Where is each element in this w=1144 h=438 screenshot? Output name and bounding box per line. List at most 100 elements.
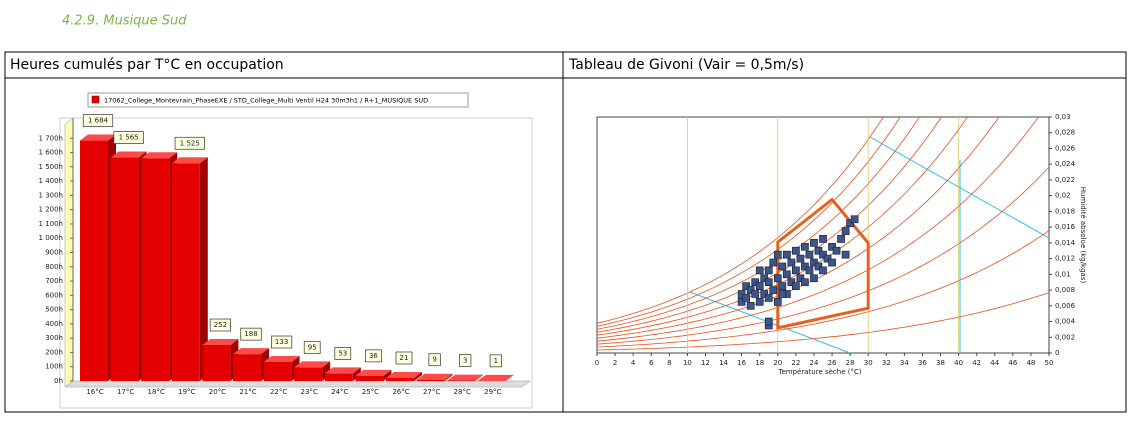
scatter-point bbox=[833, 247, 840, 254]
scatter-point bbox=[820, 235, 827, 242]
y-tick-label: 0,01 bbox=[1055, 270, 1071, 278]
bar bbox=[386, 378, 414, 381]
y-tick-label: 700h bbox=[45, 277, 63, 285]
y-tick-label: 300h bbox=[45, 334, 63, 342]
x-tick-label: 44 bbox=[990, 359, 999, 367]
x-tick-label: 16 bbox=[737, 359, 746, 367]
scatter-point bbox=[792, 283, 799, 290]
scatter-point bbox=[765, 279, 772, 286]
y-tick-label: 0,028 bbox=[1055, 129, 1075, 137]
x-tick-label: 27°C bbox=[423, 388, 440, 396]
y-axis-label: Humidité absolue (kg/kgas) bbox=[1079, 187, 1087, 284]
y-tick-label: 0,004 bbox=[1055, 318, 1076, 326]
y-tick-label: 0,006 bbox=[1055, 302, 1076, 310]
value-label: 188 bbox=[244, 330, 257, 338]
value-label: 1 bbox=[494, 357, 498, 365]
y-tick-label: 100h bbox=[45, 363, 63, 371]
y-tick-label: 0 bbox=[1055, 349, 1059, 357]
scatter-point bbox=[774, 251, 781, 258]
scatter-point bbox=[810, 275, 817, 282]
bar bbox=[202, 345, 230, 381]
scatter-point bbox=[838, 235, 845, 242]
x-tick-label: 29°C bbox=[484, 388, 501, 396]
x-tick-label: 21°C bbox=[239, 388, 256, 396]
y-tick-label: 0,02 bbox=[1055, 192, 1071, 200]
x-tick-label: 42 bbox=[972, 359, 981, 367]
x-tick-label: 28 bbox=[846, 359, 855, 367]
bar bbox=[264, 362, 292, 381]
table-header: Tableau de Givoni (Vair = 0,5m/s) bbox=[568, 57, 804, 73]
value-label: 3 bbox=[463, 357, 467, 365]
x-tick-label: 24 bbox=[809, 359, 818, 367]
x-tick-label: 48 bbox=[1026, 359, 1035, 367]
x-tick-label: 30 bbox=[864, 359, 873, 367]
y-tick-label: 0,014 bbox=[1055, 239, 1076, 247]
scatter-point bbox=[752, 291, 759, 298]
section-heading: 4.2.9. Musique Sud bbox=[62, 14, 187, 29]
x-tick-label: 12 bbox=[701, 359, 710, 367]
scatter-point bbox=[743, 294, 750, 301]
legend-label: 17062_College_Montevrain_PhaseEXE / STD_… bbox=[104, 97, 428, 105]
scatter-point bbox=[842, 228, 849, 235]
scatter-point bbox=[842, 251, 849, 258]
scatter-point bbox=[783, 251, 790, 258]
y-tick-label: 1 700h bbox=[39, 134, 63, 142]
value-label: 53 bbox=[338, 349, 347, 357]
y-tick-label: 1 100h bbox=[39, 220, 63, 228]
x-tick-label: 28°C bbox=[454, 388, 471, 396]
x-tick-label: 20°C bbox=[209, 388, 226, 396]
y-tick-label: 0,012 bbox=[1055, 255, 1075, 263]
value-label: 9 bbox=[432, 356, 436, 364]
scatter-point bbox=[779, 263, 786, 270]
bar bbox=[141, 158, 169, 381]
plot-floor bbox=[65, 381, 530, 387]
bar bbox=[294, 367, 322, 381]
scatter-point bbox=[806, 267, 813, 274]
scatter-point bbox=[770, 259, 777, 266]
x-tick-label: 26 bbox=[828, 359, 837, 367]
x-tick-label: 32 bbox=[882, 359, 891, 367]
y-tick-label: 1 300h bbox=[39, 191, 63, 199]
x-tick-label: 26°C bbox=[392, 388, 409, 396]
x-tick-label: 16°C bbox=[86, 388, 103, 396]
value-label: 133 bbox=[275, 338, 288, 346]
scatter-point bbox=[820, 267, 827, 274]
x-tick-label: 2 bbox=[613, 359, 617, 367]
value-label: 21 bbox=[400, 354, 409, 362]
scatter-point bbox=[829, 259, 836, 266]
scatter-point bbox=[770, 287, 777, 294]
scatter-point bbox=[756, 283, 763, 290]
scatter-point bbox=[851, 216, 858, 223]
y-tick-label: 1 200h bbox=[39, 206, 63, 214]
scatter-point bbox=[779, 291, 786, 298]
x-tick-label: 34 bbox=[900, 359, 909, 367]
x-tick-label: 8 bbox=[667, 359, 671, 367]
x-tick-label: 22°C bbox=[270, 388, 287, 396]
x-tick-label: 4 bbox=[631, 359, 636, 367]
x-tick-label: 14 bbox=[719, 359, 728, 367]
x-axis-label: Température sèche (°C) bbox=[777, 368, 861, 376]
x-tick-label: 22 bbox=[791, 359, 800, 367]
y-tick-label: 0,018 bbox=[1055, 207, 1075, 215]
y-tick-label: 900h bbox=[45, 249, 63, 257]
legend-swatch bbox=[92, 96, 99, 103]
bar bbox=[233, 354, 261, 381]
bar bbox=[111, 158, 139, 381]
x-tick-label: 0 bbox=[595, 359, 599, 367]
scatter-point bbox=[788, 259, 795, 266]
scatter-point bbox=[765, 318, 772, 325]
bar bbox=[417, 380, 445, 381]
x-tick-label: 46 bbox=[1008, 359, 1017, 367]
y-tick-label: 600h bbox=[45, 291, 63, 299]
y-tick-label: 1 000h bbox=[39, 234, 63, 242]
y-tick-label: 0,016 bbox=[1055, 223, 1076, 231]
x-tick-label: 24°C bbox=[331, 388, 348, 396]
x-tick-label: 17°C bbox=[117, 388, 134, 396]
scatter-point bbox=[792, 247, 799, 254]
bar bbox=[325, 373, 353, 381]
scatter-point bbox=[801, 279, 808, 286]
y-tick-label: 0,008 bbox=[1055, 286, 1075, 294]
x-tick-label: 19°C bbox=[178, 388, 195, 396]
value-label: 1 525 bbox=[180, 139, 200, 147]
